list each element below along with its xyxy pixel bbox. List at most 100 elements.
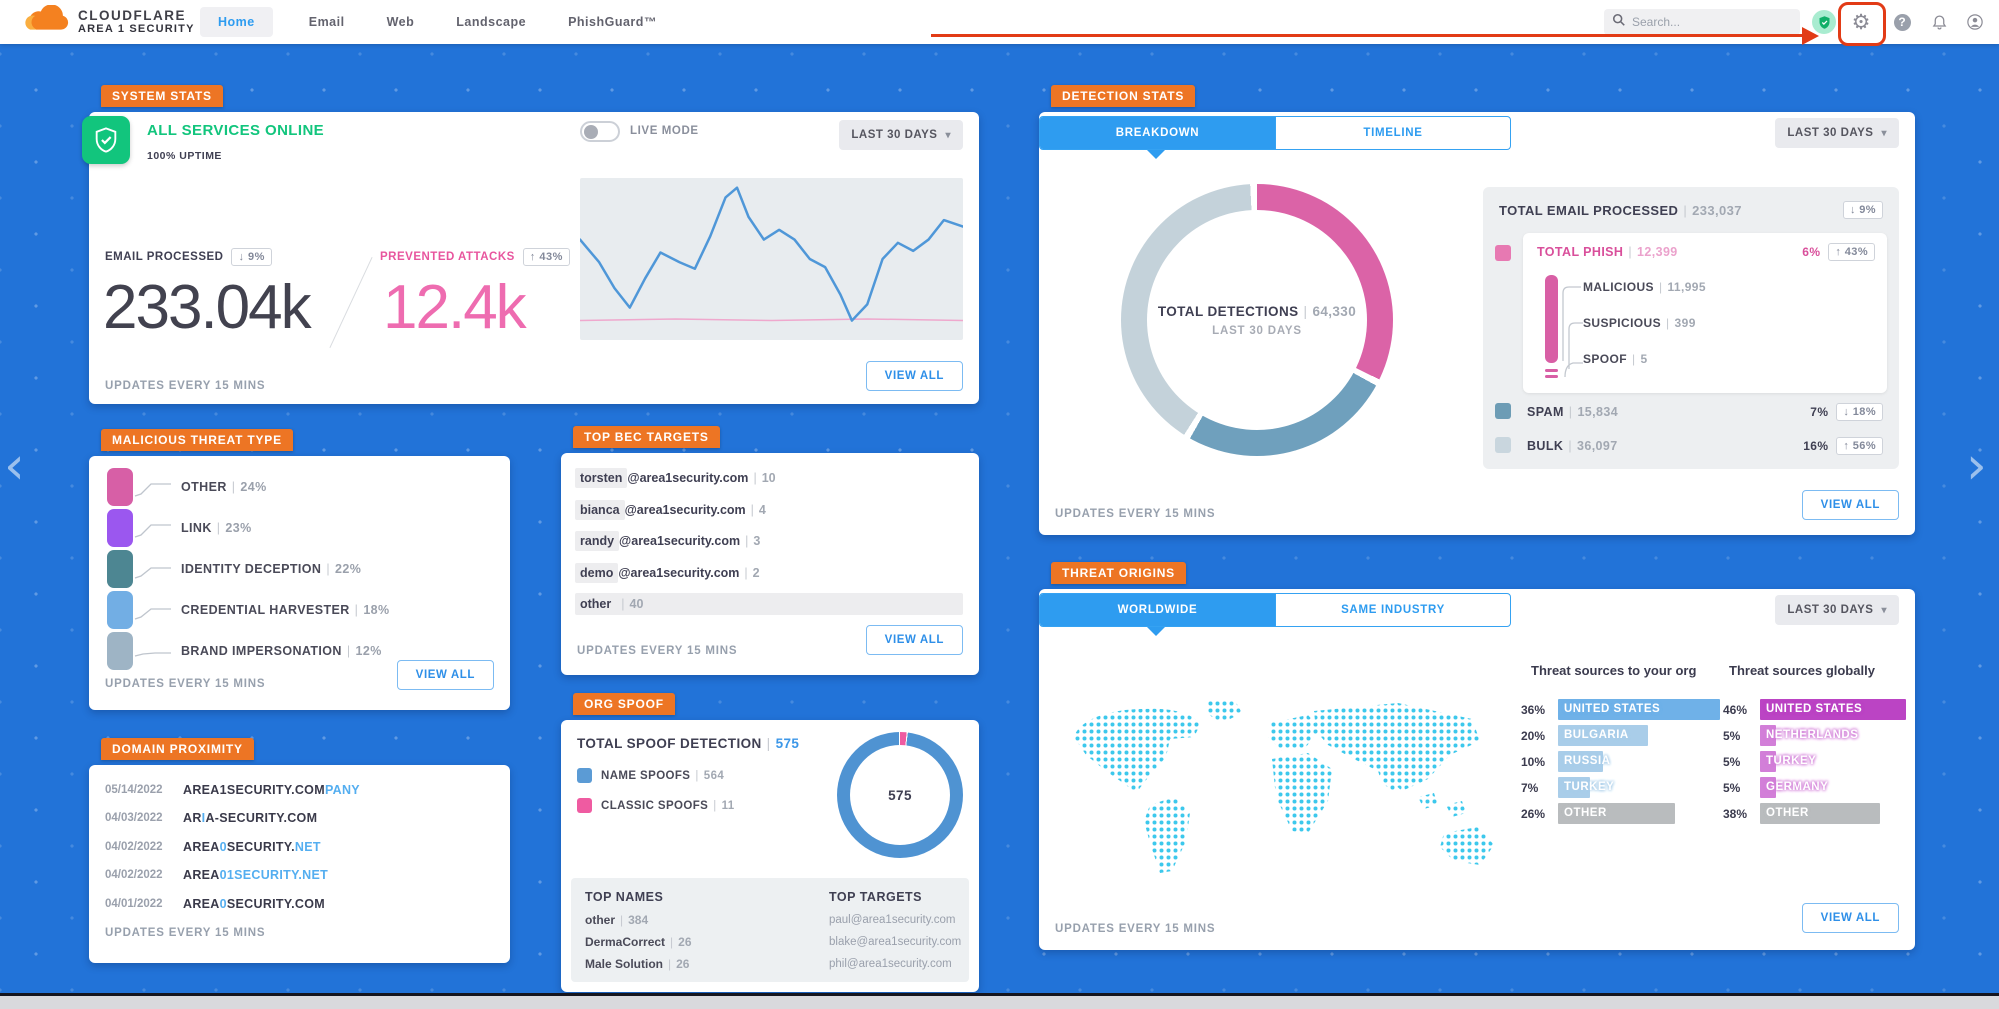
bec-view-all-button[interactable]: VIEW ALL [865, 625, 963, 655]
bulk-row[interactable]: BULK | 36,097 16% ↑ 56% [1527, 435, 1883, 457]
carousel-prev-arrow[interactable]: ‹ [4, 436, 25, 496]
services-online-shield-icon [82, 116, 130, 164]
org-spoof-card: ORG SPOOF TOTAL SPOOF DETECTION | 575 NAME… [561, 693, 979, 992]
annotation-arrowhead [1802, 27, 1819, 45]
card-badge: ORG SPOOF [573, 693, 675, 715]
top-name-row[interactable]: Male Solution | 26 [585, 957, 690, 971]
top-name-row[interactable]: DermaCorrect | 26 [585, 935, 692, 949]
nav-item-web[interactable]: Web [386, 15, 415, 29]
threat-type-chip-identity-deception [107, 550, 133, 588]
domain-row[interactable]: 04/03/2022 ARIA-SECURITY.COM [105, 811, 318, 825]
top-bec-targets-card: TOP BEC TARGETS torsten @area1security.co… [561, 426, 979, 675]
detection-tabs: BREAKDOWN TIMELINE [1039, 116, 1511, 150]
tab-worldwide[interactable]: WORLDWIDE [1040, 594, 1275, 626]
live-mode-toggle[interactable] [580, 121, 620, 142]
search-icon [1612, 13, 1626, 32]
services-status-text: ALL SERVICES ONLINE [147, 122, 325, 139]
domain-row[interactable]: 04/02/2022 AREA01SECURITY.NET [105, 868, 329, 882]
donut-center-sub: LAST 30 DAYS [1212, 324, 1302, 337]
legend-chip [577, 798, 592, 813]
threat-type-row[interactable]: OTHER | 24% [181, 480, 267, 494]
chevron-down-icon: ▾ [945, 129, 951, 141]
updates-note: UPDATES EVERY 15 MINS [105, 927, 266, 939]
threat-type-row[interactable]: LINK | 23% [181, 521, 252, 535]
detection-view-all-button[interactable]: VIEW ALL [1801, 490, 1899, 520]
live-mode-label: LIVE MODE [630, 125, 699, 137]
threat-type-row[interactable]: BRAND IMPERSONATION | 12% [181, 644, 382, 658]
updates-note: UPDATES EVERY 15 MINS [1055, 923, 1216, 935]
brand-logo[interactable]: CLOUDFLARE AREA 1 SECURITY [24, 4, 195, 38]
card-badge: TOP BEC TARGETS [573, 426, 720, 448]
tab-same-industry[interactable]: SAME INDUSTRY [1275, 594, 1510, 626]
threat-origins-view-all-button[interactable]: VIEW ALL [1801, 903, 1899, 933]
tab-breakdown[interactable]: BREAKDOWN [1040, 117, 1275, 149]
user-account-icon[interactable] [1963, 10, 1987, 34]
carousel-next-arrow[interactable]: › [1966, 436, 1987, 496]
bec-target-row[interactable]: torsten @area1security.com | 10 [575, 467, 776, 489]
suspicious-row[interactable]: SUSPICIOUS | 399 [1583, 316, 1696, 330]
threat-type-row[interactable]: IDENTITY DECEPTION | 22% [181, 562, 362, 576]
notifications-bell-icon[interactable] [1927, 10, 1951, 34]
annotation-pointer-line [931, 34, 1809, 37]
threat-type-view-all-button[interactable]: VIEW ALL [396, 660, 494, 690]
global-sources-header: Threat sources globally [1729, 663, 1875, 678]
bec-target-row[interactable]: demo @area1security.com | 2 [575, 562, 760, 584]
org-sources-header: Threat sources to your org [1531, 663, 1697, 678]
top-name-row[interactable]: other | 384 [585, 913, 649, 927]
legend-classic-spoofs: CLASSIC SPOOFS | 11 [577, 798, 735, 813]
nav-item-phishguard[interactable]: PhishGuard™ [568, 15, 657, 29]
spam-row[interactable]: SPAM | 15,834 7% ↓ 18% [1527, 401, 1883, 423]
help-icon[interactable]: ? [1890, 10, 1914, 34]
malicious-row[interactable]: MALICIOUS | 11,995 [1583, 280, 1706, 294]
bar-row: 5% NETHERLANDS [1723, 725, 1906, 746]
bec-target-row[interactable]: randy @area1security.com | 3 [575, 530, 760, 552]
system-stats-view-all-button[interactable]: VIEW ALL [865, 361, 963, 391]
total-phish-row[interactable]: TOTAL PHISH | 12,399 6% ↑ 43% [1537, 243, 1875, 261]
nav-item-landscape[interactable]: Landscape [456, 15, 527, 29]
top-target-row[interactable]: blake@area1security.com [829, 936, 962, 948]
chevron-down-icon: ▾ [1881, 604, 1887, 616]
total-spoof-title: TOTAL SPOOF DETECTION | 575 [577, 736, 800, 751]
nav-item-home[interactable]: Home [200, 7, 273, 37]
bec-target-row[interactable]: bianca @area1security.com | 4 [575, 499, 766, 521]
search-box[interactable] [1604, 9, 1800, 35]
annotation-highlight-box [1838, 2, 1886, 46]
range-dropdown[interactable]: LAST 30 DAYS ▾ [1775, 118, 1899, 148]
settings-gear-icon[interactable]: ⚙ [1851, 10, 1871, 34]
domain-row[interactable]: 04/02/2022 AREA0SECURITY.NET [105, 840, 321, 854]
nav-item-email[interactable]: Email [308, 15, 345, 29]
threat-type-chip-brand-impersonation [107, 632, 133, 670]
spoof-row[interactable]: SPOOF | 5 [1583, 352, 1648, 366]
range-dropdown[interactable]: LAST 30 DAYS ▾ [839, 120, 963, 150]
phish-breakdown-bar [1545, 275, 1558, 363]
malicious-threat-type-card: MALICIOUS THREAT TYPE OTHER | 24% LINK | 23%… [89, 429, 510, 710]
org-sources-bars: 36% UNITED STATES 20% BULGARIA 10% RUSSIA 7… [1521, 699, 1720, 829]
tab-timeline[interactable]: TIMELINE [1275, 117, 1510, 149]
range-dropdown[interactable]: LAST 30 DAYS ▾ [1775, 595, 1899, 625]
bar-row: 20% BULGARIA [1521, 725, 1720, 746]
bec-target-row-other[interactable]: other | 40 [575, 593, 963, 615]
phish-delta-badge: ↑ 43% [1828, 243, 1875, 261]
bar-row: 46% UNITED STATES [1723, 699, 1906, 720]
prevented-attacks-delta-badge: ↑ 43% [522, 248, 570, 266]
updates-note: UPDATES EVERY 15 MINS [1055, 508, 1216, 520]
domain-row[interactable]: 05/14/2022 AREA1SECURITY.COMPANY [105, 783, 360, 797]
donut-center-value: 64,330 [1312, 303, 1357, 319]
threat-type-row[interactable]: CREDENTIAL HARVESTER | 18% [181, 603, 390, 617]
top-navigation-bar: CLOUDFLARE AREA 1 SECURITY Home Email We… [0, 0, 1999, 44]
bar-row: 7% TURKEY [1521, 777, 1720, 798]
total-email-processed-row: TOTAL EMAIL PROCESSED | 233,037 ↓ 9% [1499, 201, 1883, 219]
search-input[interactable] [1632, 15, 1782, 29]
top-target-row[interactable]: paul@area1security.com [829, 914, 956, 926]
detections-donut-chart: TOTAL DETECTIONS | 64,330 LAST 30 DAYS [1121, 184, 1393, 456]
top-target-row[interactable]: phil@area1security.com [829, 958, 952, 970]
email-processed-delta-badge: ↓ 9% [231, 248, 272, 266]
main-nav: Home Email Web Landscape PhishGuard™ [200, 0, 663, 44]
domain-proximity-card: DOMAIN PROXIMITY 05/14/2022 AREA1SECURITY… [89, 738, 510, 963]
uptime-text: 100% UPTIME [147, 150, 222, 162]
bar-row: 36% UNITED STATES [1521, 699, 1720, 720]
domain-row[interactable]: 04/01/2022 AREA0SECURITY.COM [105, 897, 325, 911]
phish-bar-segment [1545, 369, 1558, 372]
updates-note: UPDATES EVERY 15 MINS [105, 380, 266, 392]
